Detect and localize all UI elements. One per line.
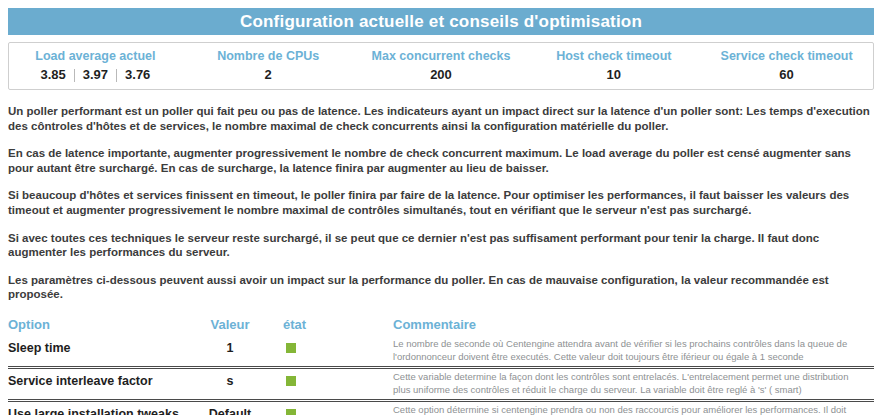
option-name: Sleep time xyxy=(8,336,190,366)
stat-value: 2 xyxy=(182,67,355,82)
status-ok-icon xyxy=(286,409,296,415)
status-cell xyxy=(270,402,390,415)
stat-host-check-timeout: Host check timeout 10 xyxy=(527,49,700,82)
option-value: Default xyxy=(190,402,270,415)
stat-max-concurrent-checks: Max concurrent checks 200 xyxy=(355,49,528,82)
column-header-commentaire: Commentaire xyxy=(390,315,874,336)
stat-value: 200 xyxy=(355,67,528,82)
load-5min: 3.97 xyxy=(83,67,108,82)
status-cell xyxy=(270,369,390,399)
paragraph-timeouts: Si beaucoup d'hôtes et services finissen… xyxy=(8,188,874,217)
paragraph-server-capacity: Si avec toutes ces techniques le serveur… xyxy=(8,231,874,260)
current-configuration-table: Load average actuel 3.85 3.97 3.76 Nombre … xyxy=(8,42,874,90)
option-value: s xyxy=(190,369,270,399)
column-header-valeur: Valeur xyxy=(190,315,270,336)
column-header-option: Option xyxy=(8,315,190,336)
status-cell xyxy=(270,336,390,366)
stat-value: 60 xyxy=(700,67,873,82)
option-comment: Cette variable determine la façon dont l… xyxy=(390,369,874,399)
column-header-etat: état xyxy=(270,315,390,336)
divider xyxy=(116,69,117,82)
stat-label: Load average actuel xyxy=(9,49,182,63)
table-row-use-large-installation-tweaks: Use large installation tweaks Default Ce… xyxy=(8,402,874,415)
stat-load-average: Load average actuel 3.85 3.97 3.76 xyxy=(9,49,182,82)
paragraph-latency-indicators: Un poller performant est un poller qui f… xyxy=(8,104,874,133)
option-comment: Le nombre de seconde où Centengine atten… xyxy=(390,336,874,366)
status-ok-icon xyxy=(286,343,296,353)
load-15min: 3.76 xyxy=(125,67,150,82)
stat-value: 10 xyxy=(527,67,700,82)
status-ok-icon xyxy=(286,376,296,386)
load-average-values: 3.85 3.97 3.76 xyxy=(9,67,182,82)
paragraph-parameters-below: Les paramètres ci-dessous peuvent aussi … xyxy=(8,273,874,302)
load-1min: 3.85 xyxy=(40,67,65,82)
stat-label: Max concurrent checks xyxy=(355,49,528,63)
divider xyxy=(74,69,75,82)
option-name: Service interleave factor xyxy=(8,369,190,399)
poller-configuration-page: Configuration actuelle et conseils d'opt… xyxy=(0,0,882,415)
option-name: Use large installation tweaks xyxy=(8,402,190,415)
page-title: Configuration actuelle et conseils d'opt… xyxy=(8,8,874,35)
stat-label: Host check timeout xyxy=(527,49,700,63)
options-table: Option Valeur état Commentaire Sleep tim… xyxy=(8,315,874,415)
option-comment: Cette option détermine si centengine pre… xyxy=(390,402,874,415)
option-value: 1 xyxy=(190,336,270,366)
stat-service-check-timeout: Service check timeout 60 xyxy=(700,49,873,82)
options-table-header: Option Valeur état Commentaire xyxy=(8,315,874,336)
table-row-service-interleave-factor: Service interleave factor s Cette variab… xyxy=(8,369,874,402)
advice-paragraphs: Un poller performant est un poller qui f… xyxy=(8,104,874,302)
stat-label: Service check timeout xyxy=(700,49,873,63)
stat-cpu-count: Nombre de CPUs 2 xyxy=(182,49,355,82)
stat-label: Nombre de CPUs xyxy=(182,49,355,63)
paragraph-increase-checks: En cas de latence importante, augmenter … xyxy=(8,146,874,175)
table-row-sleep-time: Sleep time 1 Le nombre de seconde où Cen… xyxy=(8,336,874,369)
